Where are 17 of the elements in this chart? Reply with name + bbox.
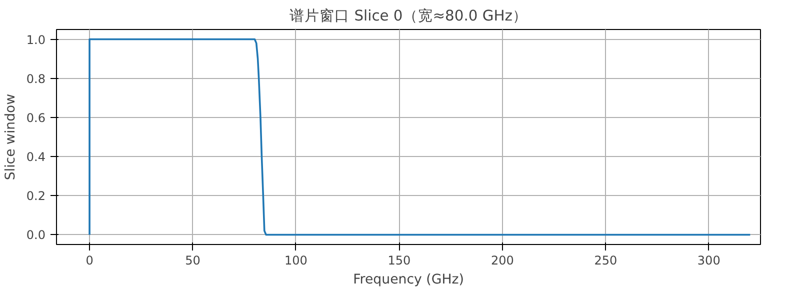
line-series <box>88 38 752 236</box>
chart-title: 谱片窗口 Slice 0（宽≈80.0 GHz） <box>290 8 528 24</box>
x-tick-label: 150 <box>388 254 411 268</box>
x-tick-label: 300 <box>697 254 720 268</box>
x-tick-label: 50 <box>185 254 200 268</box>
x-axis-title: Frequency (GHz) <box>353 272 464 288</box>
y-tick-label: 0.6 <box>26 110 46 125</box>
x-tick-label: 100 <box>284 254 308 268</box>
x-tick-label: 0 <box>86 254 94 268</box>
y-tick-label: 0.0 <box>26 228 46 242</box>
y-axis-title: Slice window <box>3 94 18 180</box>
y-tick-label: 0.4 <box>26 150 46 164</box>
x-tick-label: 250 <box>594 254 618 268</box>
y-tick-label: 0.8 <box>26 72 46 86</box>
x-tick-label: 200 <box>490 254 514 268</box>
y-tick-label: 1.0 <box>26 32 46 47</box>
y-tick-label: 0.2 <box>26 189 46 204</box>
